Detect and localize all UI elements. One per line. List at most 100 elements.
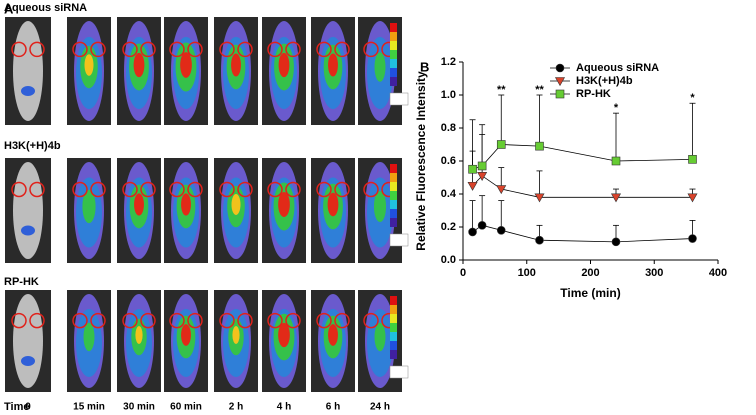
roi-circle bbox=[187, 181, 203, 198]
roi-circle bbox=[11, 312, 27, 329]
roi-circle bbox=[122, 41, 138, 58]
y-tick-label: 1.2 bbox=[441, 56, 456, 68]
color-bar bbox=[390, 323, 397, 332]
signal bbox=[181, 324, 191, 346]
significance: ** bbox=[497, 84, 506, 96]
y-tick-label: 0.8 bbox=[441, 122, 456, 134]
roi-circle bbox=[363, 41, 379, 58]
roi-circle bbox=[285, 41, 301, 58]
marker bbox=[477, 221, 487, 230]
marker bbox=[468, 227, 477, 237]
time-label: 6 h bbox=[326, 402, 340, 413]
marker bbox=[496, 140, 506, 149]
signal bbox=[83, 322, 95, 352]
marker bbox=[468, 164, 477, 174]
roi-circle bbox=[72, 181, 88, 198]
roi-circle bbox=[363, 181, 379, 198]
color-bar bbox=[390, 296, 397, 305]
roi-circle bbox=[140, 181, 156, 198]
series-line bbox=[472, 144, 693, 170]
roi-circle bbox=[29, 181, 45, 198]
roi-circle bbox=[334, 181, 350, 198]
roi-circle bbox=[334, 312, 350, 329]
mouse-body bbox=[13, 294, 43, 388]
color-bar bbox=[390, 209, 397, 218]
y-axis-title: Relative Fluorescence Intensity bbox=[414, 71, 428, 251]
legend-marker bbox=[555, 63, 565, 73]
roi-circle bbox=[219, 312, 235, 329]
color-bar bbox=[390, 350, 397, 359]
roi-circle bbox=[267, 181, 283, 198]
marker bbox=[496, 226, 506, 235]
roi-circle bbox=[90, 181, 106, 198]
color-bar bbox=[390, 341, 397, 350]
legend-label: RP-HK bbox=[576, 88, 611, 100]
time-label: 30 min bbox=[123, 402, 155, 413]
signal bbox=[21, 86, 35, 96]
significance: * bbox=[690, 92, 695, 104]
color-bar bbox=[390, 332, 397, 341]
panel-label: A bbox=[4, 1, 14, 16]
roi-circle bbox=[316, 312, 332, 329]
x-axis-title: Time (min) bbox=[560, 286, 620, 300]
color-bar bbox=[390, 23, 397, 32]
time-label: 15 min bbox=[73, 402, 105, 413]
x-tick-label: 300 bbox=[645, 267, 663, 279]
color-bar bbox=[390, 218, 397, 227]
x-tick-label: 0 bbox=[460, 267, 466, 279]
signal bbox=[180, 52, 192, 78]
time-label: 24 h bbox=[370, 402, 390, 413]
color-bar-note bbox=[389, 92, 409, 106]
signal bbox=[373, 190, 387, 223]
roi-circle bbox=[267, 41, 283, 58]
color-bar bbox=[390, 314, 397, 323]
x-tick-label: 200 bbox=[581, 267, 599, 279]
color-bar bbox=[390, 191, 397, 200]
x-tick-label: 400 bbox=[709, 267, 727, 279]
color-bar bbox=[390, 41, 397, 50]
roi-circle bbox=[140, 312, 156, 329]
signal bbox=[135, 326, 143, 344]
roi-circle bbox=[169, 41, 185, 58]
legend-label: H3K(+H)4b bbox=[576, 75, 633, 87]
signal bbox=[82, 189, 96, 224]
marker bbox=[477, 172, 488, 181]
roi-circle bbox=[90, 41, 106, 58]
row-label: H3K(+H)4b bbox=[4, 140, 61, 152]
color-bar bbox=[390, 59, 397, 68]
signal bbox=[278, 192, 290, 217]
roi-circle bbox=[237, 41, 253, 58]
signal bbox=[134, 193, 144, 216]
signal bbox=[278, 322, 290, 348]
x-tick-label: 100 bbox=[518, 267, 536, 279]
color-bar bbox=[390, 68, 397, 77]
legend-marker bbox=[555, 89, 565, 99]
series-line bbox=[472, 224, 693, 243]
roi-circle bbox=[219, 181, 235, 198]
roi-circle bbox=[72, 41, 88, 58]
color-bar-note bbox=[389, 233, 409, 247]
signal bbox=[374, 322, 386, 352]
y-tick-label: 0.4 bbox=[441, 188, 457, 200]
roi-circle bbox=[169, 181, 185, 198]
roi-circle bbox=[285, 181, 301, 198]
roi-circle bbox=[187, 312, 203, 329]
panel-label: B bbox=[420, 59, 429, 74]
marker bbox=[534, 193, 545, 203]
marker bbox=[477, 161, 487, 171]
marker bbox=[611, 156, 621, 166]
marker bbox=[611, 237, 621, 247]
roi-circle bbox=[219, 41, 235, 58]
roi-circle bbox=[90, 312, 106, 329]
significance: * bbox=[614, 102, 619, 114]
y-tick-label: 1.0 bbox=[441, 89, 456, 101]
signal bbox=[327, 192, 339, 217]
signal bbox=[21, 225, 35, 236]
marker bbox=[535, 235, 544, 245]
legend-label: Aqueous siRNA bbox=[576, 62, 659, 74]
marker bbox=[687, 193, 698, 203]
color-bar-note bbox=[389, 365, 409, 379]
roi-circle bbox=[169, 312, 185, 329]
marker bbox=[688, 155, 697, 164]
roi-circle bbox=[11, 181, 27, 198]
